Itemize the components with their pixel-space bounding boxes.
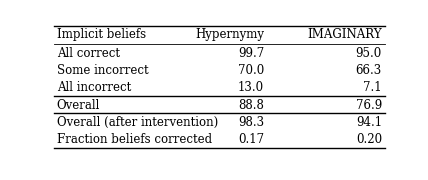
Text: 66.3: 66.3 [356,64,382,77]
Text: Fraction beliefs corrected: Fraction beliefs corrected [57,133,212,146]
Text: All incorrect: All incorrect [57,82,131,94]
Text: 94.1: 94.1 [356,116,382,129]
Text: 7.1: 7.1 [363,82,382,94]
Text: 13.0: 13.0 [238,82,264,94]
Text: 98.3: 98.3 [238,116,264,129]
Text: Hypernymy: Hypernymy [195,28,264,41]
Text: Overall (after intervention): Overall (after intervention) [57,116,218,129]
Text: All correct: All correct [57,47,120,60]
Text: 0.20: 0.20 [356,133,382,146]
Text: 88.8: 88.8 [238,99,264,112]
Text: Implicit beliefs: Implicit beliefs [57,28,146,41]
Text: 95.0: 95.0 [356,47,382,60]
Text: 70.0: 70.0 [238,64,264,77]
Text: Overall: Overall [57,99,100,112]
Text: Some incorrect: Some incorrect [57,64,149,77]
Text: 0.17: 0.17 [238,133,264,146]
Text: 76.9: 76.9 [356,99,382,112]
Text: 99.7: 99.7 [238,47,264,60]
Text: IMAGINARY: IMAGINARY [307,28,382,41]
